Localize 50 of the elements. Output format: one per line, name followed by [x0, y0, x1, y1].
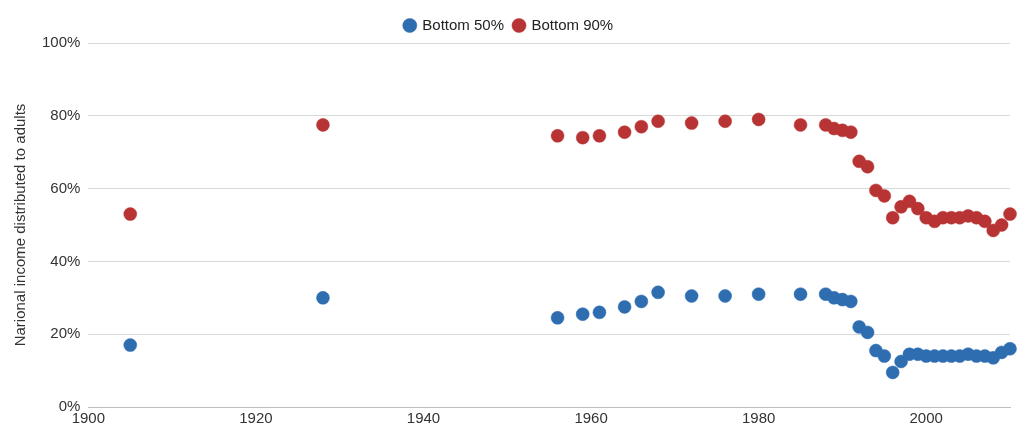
point	[123, 338, 138, 352]
point	[844, 294, 858, 309]
point	[751, 112, 766, 127]
point	[592, 305, 607, 320]
point	[651, 114, 665, 129]
y-tick-label: 20%	[50, 324, 81, 342]
point	[634, 294, 649, 309]
point	[860, 160, 875, 174]
x-tick-label: 2000	[909, 409, 943, 427]
point	[978, 214, 992, 229]
x-tick-label: 1920	[239, 409, 273, 427]
x-tick-label: 1940	[406, 409, 441, 427]
point	[844, 125, 858, 139]
point	[793, 118, 808, 132]
point	[634, 119, 649, 134]
point	[911, 201, 925, 216]
y-tick-label: 80%	[50, 105, 81, 123]
point	[994, 218, 1009, 232]
point	[718, 289, 732, 303]
point	[718, 114, 732, 129]
y-tick-label: 100%	[41, 33, 81, 51]
point	[575, 130, 590, 145]
point	[885, 210, 900, 225]
y-tick-label: 60%	[50, 178, 81, 196]
point	[550, 129, 565, 143]
point	[592, 129, 607, 143]
point	[751, 287, 766, 301]
x-tick-label: 1980	[741, 409, 776, 427]
point	[684, 289, 699, 303]
point	[1003, 207, 1017, 221]
legend-label: Bottom 50%	[422, 15, 505, 33]
legend-label: Bottom 90%	[531, 15, 614, 33]
point	[651, 285, 665, 300]
point	[617, 125, 632, 139]
point	[684, 116, 699, 130]
point	[877, 189, 892, 203]
point	[877, 349, 892, 363]
y-axis-title: Narional income distributed to adults	[11, 103, 29, 347]
point	[793, 287, 808, 301]
x-tick-label: 1960	[574, 409, 608, 427]
point	[617, 300, 632, 314]
point	[316, 291, 330, 305]
point	[860, 325, 875, 340]
point	[1003, 342, 1017, 356]
point	[123, 207, 138, 221]
y-tick-label: 40%	[50, 251, 81, 269]
point	[316, 118, 330, 132]
point	[575, 307, 590, 321]
point	[550, 311, 565, 325]
point	[885, 365, 900, 380]
